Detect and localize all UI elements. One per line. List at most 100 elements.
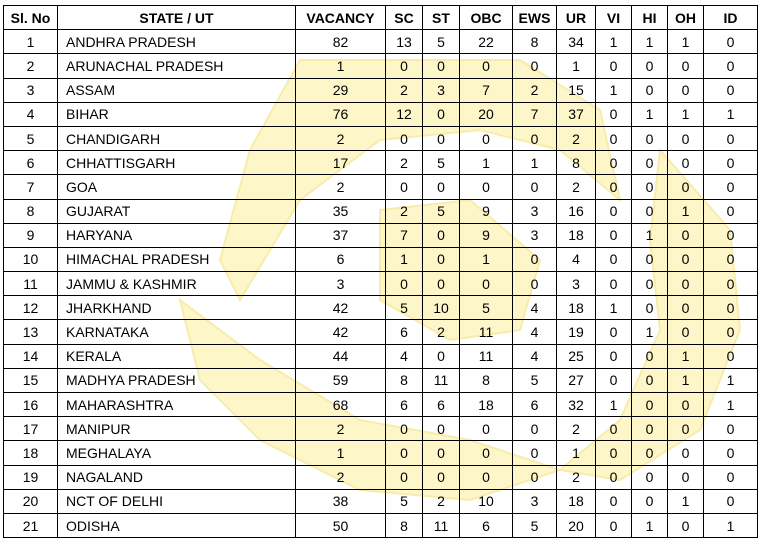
state-cell: GOA <box>57 174 296 200</box>
ews-cell: 3 <box>512 488 557 514</box>
hi-cell: 0 <box>631 150 668 176</box>
vi-cell: 0 <box>595 125 632 152</box>
id-cell: 0 <box>703 174 758 200</box>
id-cell: 0 <box>703 77 758 103</box>
vi-cell: 0 <box>595 246 632 273</box>
id-cell: 0 <box>703 271 758 297</box>
ews-cell: 0 <box>512 416 557 442</box>
vi-cell: 0 <box>595 222 632 248</box>
id-cell: 0 <box>703 246 758 273</box>
vi-cell: 0 <box>595 174 632 200</box>
oh-cell: 1 <box>667 101 704 127</box>
oh-cell: 0 <box>667 271 704 297</box>
st-cell: 11 <box>422 367 460 394</box>
sl-no-cell: 13 <box>3 319 58 345</box>
table-row: 16 MAHARASHTRA 68 6 6 18 6 32 1 0 0 1 <box>3 391 758 418</box>
ur-cell: 19 <box>556 319 596 345</box>
id-cell: 0 <box>703 53 758 79</box>
obc-cell: 0 <box>459 271 513 297</box>
vi-cell: 0 <box>595 367 632 394</box>
oh-cell: 1 <box>667 488 704 514</box>
hi-cell: 0 <box>631 440 668 466</box>
obc-cell: 6 <box>459 512 513 539</box>
vacancy-cell: 17 <box>295 150 386 176</box>
ur-cell: 15 <box>556 77 596 103</box>
sl-no-cell: 5 <box>3 125 58 152</box>
oh-cell: 0 <box>667 246 704 273</box>
st-cell: 0 <box>422 343 460 369</box>
st-cell: 0 <box>422 416 460 442</box>
ur-cell: 2 <box>556 125 596 152</box>
obc-header: OBC <box>459 4 513 31</box>
ews-cell: 0 <box>512 464 557 490</box>
obc-cell: 8 <box>459 367 513 394</box>
vacancy-cell: 1 <box>295 440 386 466</box>
sc-cell: 0 <box>385 53 423 79</box>
vacancy-cell: 42 <box>295 295 386 321</box>
table-row: 3 ASSAM 29 2 3 7 2 15 1 0 0 0 <box>3 77 758 103</box>
hi-cell: 0 <box>631 125 668 152</box>
vacancy-cell: 35 <box>295 198 386 224</box>
obc-cell: 18 <box>459 391 513 418</box>
oh-cell: 1 <box>667 367 704 394</box>
st-cell: 0 <box>422 125 460 152</box>
vi-cell: 0 <box>595 440 632 466</box>
id-cell: 0 <box>703 440 758 466</box>
vacancy-cell: 6 <box>295 246 386 273</box>
table-row: 18 MEGHALAYA 1 0 0 0 0 1 0 0 0 0 <box>3 440 758 466</box>
sc-cell: 1 <box>385 246 423 273</box>
oh-cell: 1 <box>667 343 704 369</box>
ews-cell: 3 <box>512 222 557 248</box>
ur-cell: 3 <box>556 271 596 297</box>
state-cell: MADHYA PRADESH <box>57 367 296 394</box>
oh-cell: 0 <box>667 295 704 321</box>
id-cell: 0 <box>703 488 758 514</box>
table-body: 1 ANDHRA PRADESH 82 13 5 22 8 34 1 1 1 0 2 ARUNACHAL … <box>3 29 758 539</box>
ews-cell: 0 <box>512 246 557 273</box>
id-cell: 1 <box>703 101 758 127</box>
st-cell: 2 <box>422 319 460 345</box>
id-cell: 0 <box>703 29 758 55</box>
state-cell: ASSAM <box>57 77 296 103</box>
sl-no-cell: 7 <box>3 174 58 200</box>
id-cell: 0 <box>703 295 758 321</box>
st-cell: 5 <box>422 29 460 55</box>
sc-cell: 7 <box>385 222 423 248</box>
st-cell: 6 <box>422 391 460 418</box>
ews-cell: 3 <box>512 198 557 224</box>
obc-cell: 0 <box>459 125 513 152</box>
state-cell: CHANDIGARH <box>57 125 296 152</box>
sl-no-cell: 1 <box>3 29 58 55</box>
oh-cell: 0 <box>667 222 704 248</box>
hi-cell: 0 <box>631 77 668 103</box>
table-row: 19 NAGALAND 2 0 0 0 0 2 0 0 0 0 <box>3 464 758 490</box>
state-cell: GUJARAT <box>57 198 296 224</box>
table-row: 20 NCT OF DELHI 38 5 2 10 3 18 0 0 1 0 <box>3 488 758 514</box>
sc-cell: 5 <box>385 295 423 321</box>
sc-cell: 4 <box>385 343 423 369</box>
oh-cell: 0 <box>667 464 704 490</box>
ews-cell: 4 <box>512 319 557 345</box>
vi-cell: 1 <box>595 77 632 103</box>
sl-no-header: Sl. No <box>3 4 58 31</box>
id-header: ID <box>703 4 758 31</box>
st-header: ST <box>422 4 460 31</box>
oh-header: OH <box>667 4 704 31</box>
sl-no-cell: 20 <box>3 488 58 514</box>
oh-cell: 1 <box>667 29 704 55</box>
st-cell: 0 <box>422 174 460 200</box>
table-row: 11 JAMMU & KASHMIR 3 0 0 0 0 3 0 0 0 0 <box>3 271 758 297</box>
hi-cell: 0 <box>631 488 668 514</box>
sl-no-cell: 9 <box>3 222 58 248</box>
table-row: 13 KARNATAKA 42 6 2 11 4 19 0 1 0 0 <box>3 319 758 345</box>
vacancy-header: VACANCY <box>295 4 386 31</box>
ur-cell: 2 <box>556 464 596 490</box>
sc-cell: 0 <box>385 271 423 297</box>
ur-cell: 37 <box>556 101 596 127</box>
hi-cell: 1 <box>631 319 668 345</box>
table-row: 2 ARUNACHAL PRADESH 1 0 0 0 0 1 0 0 0 0 <box>3 53 758 79</box>
vi-cell: 0 <box>595 319 632 345</box>
obc-cell: 10 <box>459 488 513 514</box>
vi-cell: 0 <box>595 488 632 514</box>
vacancy-cell: 2 <box>295 125 386 152</box>
